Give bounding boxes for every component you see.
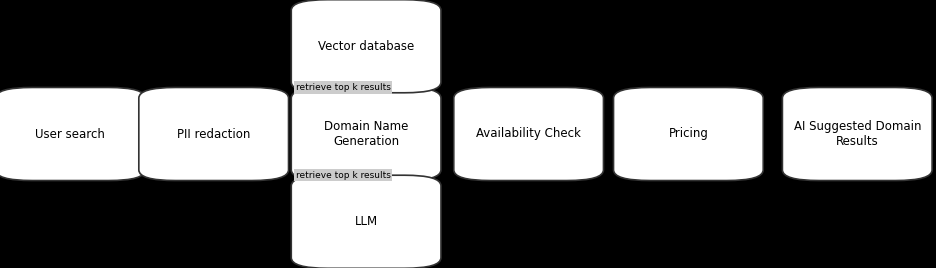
FancyBboxPatch shape	[613, 87, 763, 181]
Text: User search: User search	[36, 128, 105, 140]
FancyBboxPatch shape	[454, 87, 604, 181]
FancyBboxPatch shape	[0, 87, 145, 181]
Text: retrieve top k results: retrieve top k results	[296, 171, 390, 180]
Text: LLM: LLM	[355, 215, 378, 228]
Text: AI Suggested Domain
Results: AI Suggested Domain Results	[794, 120, 921, 148]
Text: Availability Check: Availability Check	[476, 128, 581, 140]
FancyBboxPatch shape	[291, 87, 441, 181]
FancyBboxPatch shape	[139, 87, 288, 181]
FancyBboxPatch shape	[782, 87, 932, 181]
FancyBboxPatch shape	[291, 0, 441, 93]
Text: Vector database: Vector database	[318, 40, 415, 53]
Text: Domain Name
Generation: Domain Name Generation	[324, 120, 408, 148]
FancyBboxPatch shape	[291, 175, 441, 268]
Text: PII redaction: PII redaction	[177, 128, 250, 140]
Text: retrieve top k results: retrieve top k results	[296, 83, 390, 92]
Text: Pricing: Pricing	[668, 128, 709, 140]
